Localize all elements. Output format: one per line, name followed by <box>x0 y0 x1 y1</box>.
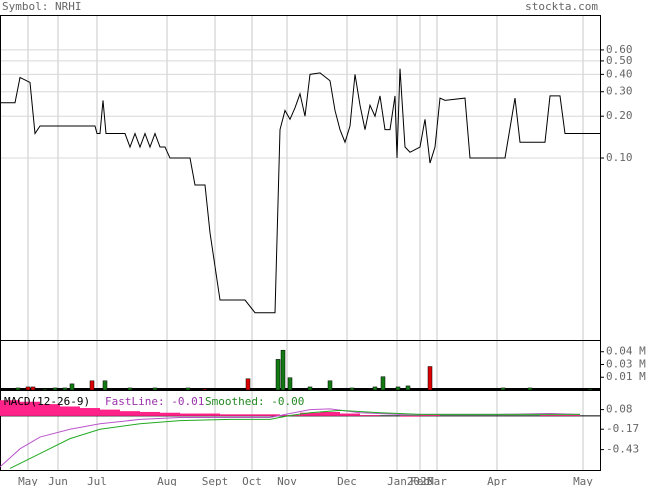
volume-bar <box>202 388 208 391</box>
histogram-bar <box>240 414 260 416</box>
histogram-bar <box>0 400 20 416</box>
volume-bar <box>372 386 378 391</box>
volume-bar <box>405 385 411 391</box>
histogram-bar <box>360 415 380 416</box>
y-tick-label: 0.50 <box>606 54 633 67</box>
volume-bar <box>380 376 386 391</box>
series-line <box>9 409 580 469</box>
histogram-bar <box>260 414 280 416</box>
volume-bar <box>587 388 593 391</box>
volume-bar <box>527 387 533 391</box>
x-tick-label: Mar <box>427 475 447 486</box>
annotation: FastLine: -0.01 <box>105 395 204 408</box>
volume-bar <box>42 388 48 391</box>
histogram-bar <box>200 413 220 416</box>
volume-bar <box>69 383 75 391</box>
volume-bar <box>275 359 281 391</box>
chart-title: Symbol: NRHI <box>2 0 81 13</box>
volume-bar <box>30 386 36 391</box>
x-tick-label: Apr <box>487 475 507 486</box>
y-tick-label: 0.03 M <box>606 357 646 370</box>
y-tick-label: -0.43 <box>606 443 639 456</box>
histogram-bar <box>300 412 320 416</box>
histogram-bar <box>420 415 440 416</box>
y-tick-label: 0.60 <box>606 43 633 56</box>
y-tick-label: 0.40 <box>606 67 633 80</box>
y-tick-label: 0.20 <box>606 109 633 122</box>
histogram-bar <box>320 411 340 416</box>
volume-bar <box>327 380 333 391</box>
y-tick-label: 0.30 <box>606 85 633 98</box>
volume-bar <box>89 380 95 391</box>
x-tick-label: May <box>18 475 38 486</box>
x-tick-label: Oct <box>242 475 262 486</box>
volume-bar <box>307 386 313 391</box>
x-tick-label: Jul <box>87 475 107 486</box>
volume-bar <box>102 380 108 391</box>
series-line <box>0 408 581 468</box>
volume-bar <box>62 387 68 391</box>
x-tick-label: Sept <box>202 475 229 486</box>
x-tick-label: 2025 <box>407 475 434 486</box>
volume-bar <box>280 349 286 391</box>
volume-bar <box>15 387 21 391</box>
y-tick-label: -0.17 <box>606 422 639 435</box>
volume-bar <box>427 366 433 391</box>
volume-bar <box>152 387 158 391</box>
volume-bar <box>500 387 506 391</box>
x-tick-label: Jan <box>387 475 407 486</box>
histogram-bar <box>120 411 140 416</box>
histogram-bar <box>340 413 360 416</box>
histogram-bar <box>160 412 180 416</box>
volume-bar <box>127 387 133 391</box>
histogram-bar <box>560 415 580 416</box>
histogram-bar <box>40 404 60 416</box>
histogram-bar <box>80 408 100 416</box>
histogram-bar <box>20 401 40 416</box>
annotation: Smoothed: -0.00 <box>205 395 304 408</box>
y-tick-label: 0.10 <box>606 151 633 164</box>
volume-bar <box>25 386 31 391</box>
y-tick-label: 0.08 <box>606 403 633 416</box>
volume-bar <box>395 386 401 391</box>
histogram-bar <box>540 415 560 416</box>
x-tick-label: Dec <box>337 475 357 486</box>
x-tick-label: Jun <box>48 475 68 486</box>
source: stockta.com <box>525 0 598 13</box>
series-line <box>0 68 600 314</box>
volume-bar <box>52 387 58 391</box>
x-tick-label: Feb <box>410 475 430 486</box>
volume-bar <box>245 378 251 391</box>
histogram-bar <box>400 415 420 417</box>
panel-frame <box>0 15 601 341</box>
histogram-bar <box>140 411 160 416</box>
histogram-bar <box>180 413 200 416</box>
histogram-bar <box>100 409 120 416</box>
x-tick-label: Aug <box>157 475 177 486</box>
volume-bar <box>287 377 293 391</box>
y-tick-label: 0.04 M <box>606 345 646 358</box>
histogram-bar <box>60 406 80 416</box>
panel-frame <box>0 390 601 471</box>
volume-bar <box>349 387 355 391</box>
annotation: MACD(12-26-9) <box>4 395 90 408</box>
x-tick-label: May <box>573 475 593 486</box>
y-tick-label: 0.01 M <box>606 370 646 383</box>
histogram-bar <box>220 414 240 416</box>
volume-bar <box>185 387 191 391</box>
x-tick-label: Nov <box>277 475 297 486</box>
